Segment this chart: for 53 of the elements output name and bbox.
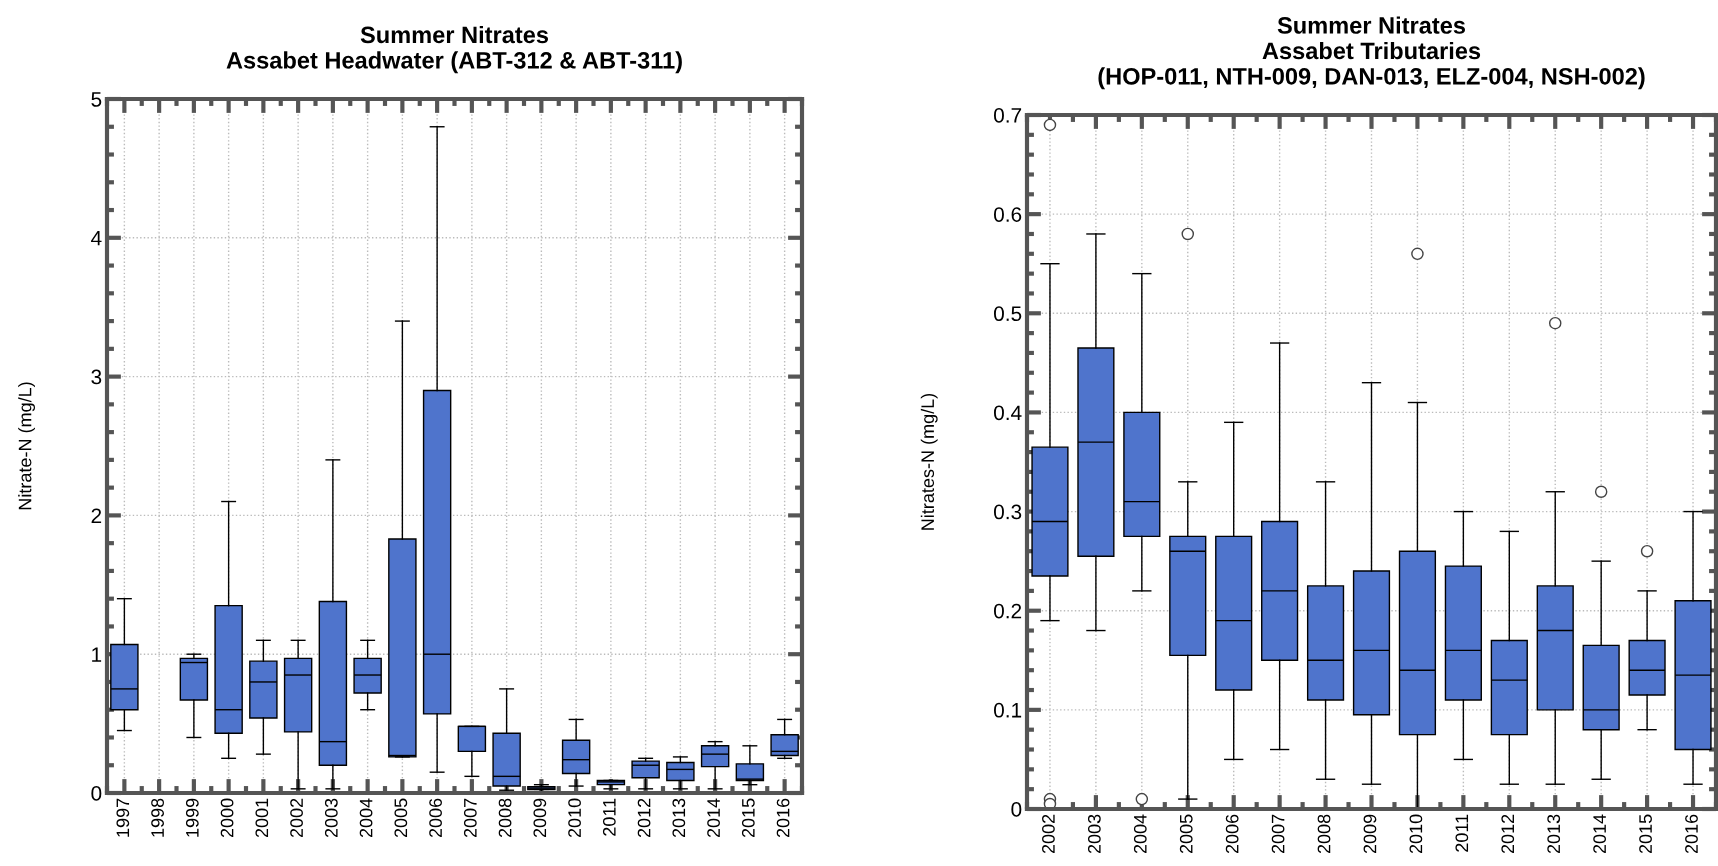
- x-tick-label: 2004: [1133, 814, 1147, 854]
- x-tick-label: 2010: [568, 798, 581, 838]
- y-axis-title: Nitrate-N (mg/L): [18, 382, 35, 510]
- x-tick-label: 2007: [463, 798, 477, 838]
- x-tick-label: 2010: [1409, 814, 1423, 854]
- x-tick-label: 2008: [498, 798, 512, 838]
- x-tick-label: 2014: [707, 798, 720, 838]
- x-tick-label: 2002: [1042, 814, 1055, 854]
- x-tick-label: 1998: [151, 798, 164, 837]
- x-tick-label: 2011: [1455, 814, 1469, 852]
- y-tick-label: 4: [91, 231, 102, 246]
- x-tick-label: 2013: [672, 798, 686, 838]
- x-tick-label: 2005: [394, 798, 408, 838]
- x-tick-label: 2007: [1271, 814, 1285, 854]
- y-tick-label: 1: [92, 647, 102, 662]
- x-tick-label: 2001: [255, 798, 269, 838]
- x-tick-label: 2016: [1685, 814, 1698, 854]
- x-tick-label: 2016: [776, 798, 790, 838]
- chart-title: Summer Nitrates Assabet Headwater (ABT-312 & ABT-311): [226, 25, 682, 74]
- x-tick-label: 2004: [359, 798, 373, 838]
- x-tick-label: 2003: [324, 798, 338, 838]
- x-tick-label: 2012: [1501, 814, 1515, 854]
- y-tick-label: 0.5: [993, 306, 1022, 322]
- x-tick-label: 2011: [602, 798, 616, 836]
- y-tick-label: 2: [91, 508, 102, 523]
- x-tick-label: 2005: [1179, 814, 1193, 854]
- x-tick-label: 1999: [185, 798, 199, 837]
- y-tick-label: 0.7: [993, 108, 1022, 123]
- x-tick-label: 2008: [1317, 814, 1331, 854]
- x-tick-label: 2003: [1087, 814, 1101, 854]
- x-tick-label: 2014: [1593, 814, 1607, 854]
- y-tick-label: 0.6: [993, 207, 1022, 222]
- x-tick-label: 2015: [1639, 814, 1652, 854]
- y-tick-label: 0: [1011, 802, 1022, 817]
- x-tick-label: 2006: [429, 798, 442, 838]
- x-tick-label: 2013: [1547, 814, 1561, 854]
- x-tick-label: 2009: [533, 798, 547, 838]
- x-tick-label: 2006: [1225, 814, 1239, 854]
- y-tick-label: 0.1: [993, 702, 1022, 718]
- y-tick-label: 3: [91, 369, 102, 385]
- x-tick-label: 2015: [741, 798, 755, 838]
- x-tick-label: 2000: [220, 798, 234, 838]
- y-axis-title: Nitrates-N (mg/L): [920, 393, 938, 530]
- x-tick-label: 1997: [116, 798, 130, 837]
- chart-title: Summer Nitrates Assabet Tributaries (HOP-011, NTH-009, DAN-013, ELZ-004, NSH-002): [1098, 16, 1645, 90]
- y-tick-label: 0.4: [993, 405, 1022, 421]
- x-tick-label: 2009: [1363, 814, 1377, 854]
- y-tick-label: 5: [91, 92, 102, 107]
- y-tick-label: 0.3: [993, 504, 1022, 520]
- x-tick-label: 2002: [290, 798, 303, 838]
- y-tick-label: 0: [91, 786, 102, 801]
- x-tick-label: 2012: [637, 798, 651, 838]
- y-tick-label: 0.2: [993, 603, 1022, 619]
